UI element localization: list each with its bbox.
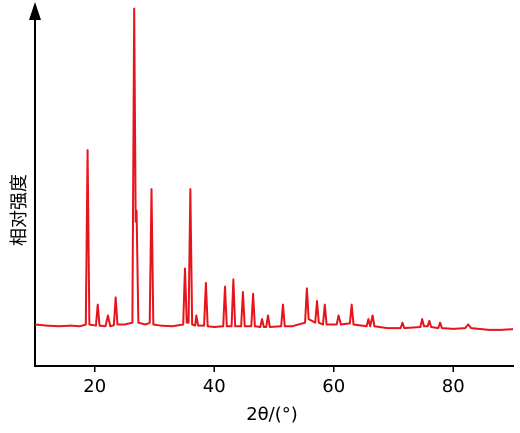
x-tick-label: 80 xyxy=(442,376,465,397)
x-tick-label: 60 xyxy=(322,376,345,397)
y-axis-arrow xyxy=(29,2,41,20)
x-tick-label: 20 xyxy=(83,376,106,397)
data-line xyxy=(34,7,514,331)
x-axis-label: 2θ/(°) xyxy=(246,404,298,425)
x-tick-label: 40 xyxy=(203,376,226,397)
y-axis-label: 相对强度 xyxy=(9,174,30,246)
